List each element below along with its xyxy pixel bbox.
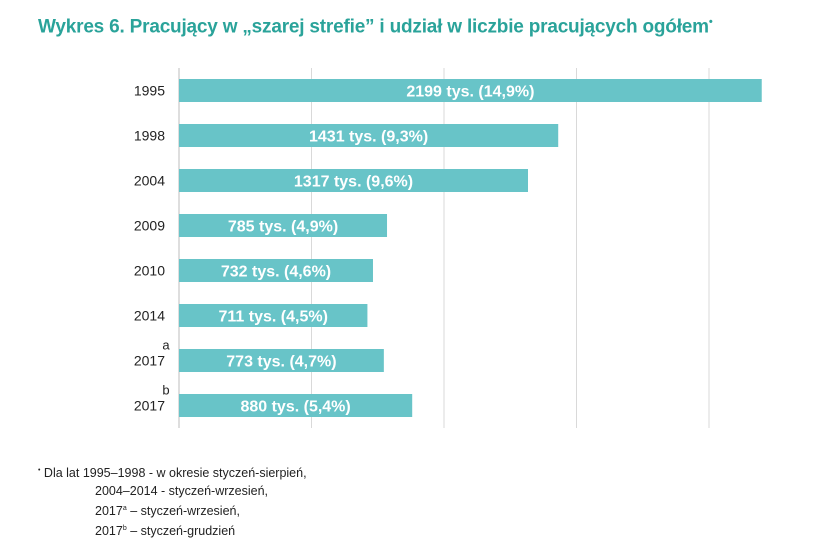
footnotes: • Dla lat 1995–1998 - w okresie styczeń-… [38, 462, 307, 540]
data-label: 1431 tys. (9,3%) [309, 129, 428, 146]
data-label: 732 tys. (4,6%) [221, 264, 331, 281]
category-superscript: b [162, 383, 169, 398]
bar [179, 349, 384, 372]
footnote-sup-a: a [122, 505, 127, 513]
category-tick-label: 2009 [134, 218, 165, 234]
category-tick-label: 2014 [134, 308, 165, 324]
footnote-line-4: 2017b – styczeń-grudzień [38, 520, 307, 540]
data-label: 785 tys. (4,9%) [228, 219, 338, 236]
footnote-line-1: • Dla lat 1995–1998 - w okresie styczeń-… [38, 462, 307, 482]
bar [179, 304, 368, 327]
bar [179, 124, 559, 147]
footnote-text-1: Dla lat 1995–1998 - w okresie styczeń-si… [40, 466, 307, 481]
category-tick-label: 2017 [134, 353, 165, 369]
footnote-line-2: 2004–2014 - styczeń-wrzesień, [38, 482, 307, 500]
bar [179, 259, 373, 282]
footnote-year-4: 2017 [95, 524, 123, 539]
title-footnote-marker: • [708, 16, 713, 28]
category-tick-label: 2010 [134, 263, 165, 279]
bar [179, 214, 388, 237]
data-label: 773 tys. (4,7%) [226, 354, 336, 371]
category-tick-label: 1995 [134, 83, 165, 99]
data-label: 1317 tys. (9,6%) [294, 174, 413, 191]
footnote-year-3: 2017 [95, 504, 123, 519]
bar [179, 394, 413, 417]
bar [179, 169, 529, 192]
category-tick-label: 1998 [134, 128, 165, 144]
footnote-text-2: 2004–2014 - styczeń-wrzesień, [95, 484, 269, 499]
footnote-text-3: – styczeń-wrzesień, [126, 504, 240, 519]
footnote-marker: • [38, 467, 41, 474]
footnote-text-4: – styczeń-grudzień [126, 524, 236, 539]
data-label: 880 tys. (5,4%) [240, 399, 350, 416]
chart-title: Wykres 6. Pracujący w „szarej strefie” i… [38, 16, 713, 38]
chart-title-text: Wykres 6. Pracujący w „szarej strefie” i… [38, 16, 709, 38]
footnote-sup-b: b [122, 525, 127, 533]
bar [179, 79, 762, 102]
category-tick-label: 2004 [134, 173, 165, 189]
footnote-line-3: 2017a – styczeń-wrzesień, [38, 500, 307, 520]
data-label: 711 tys. (4,5%) [219, 309, 328, 326]
category-tick-label: 2017 [134, 398, 165, 414]
data-label: 2199 tys. (14,9%) [406, 84, 534, 101]
category-superscript: a [162, 338, 170, 353]
